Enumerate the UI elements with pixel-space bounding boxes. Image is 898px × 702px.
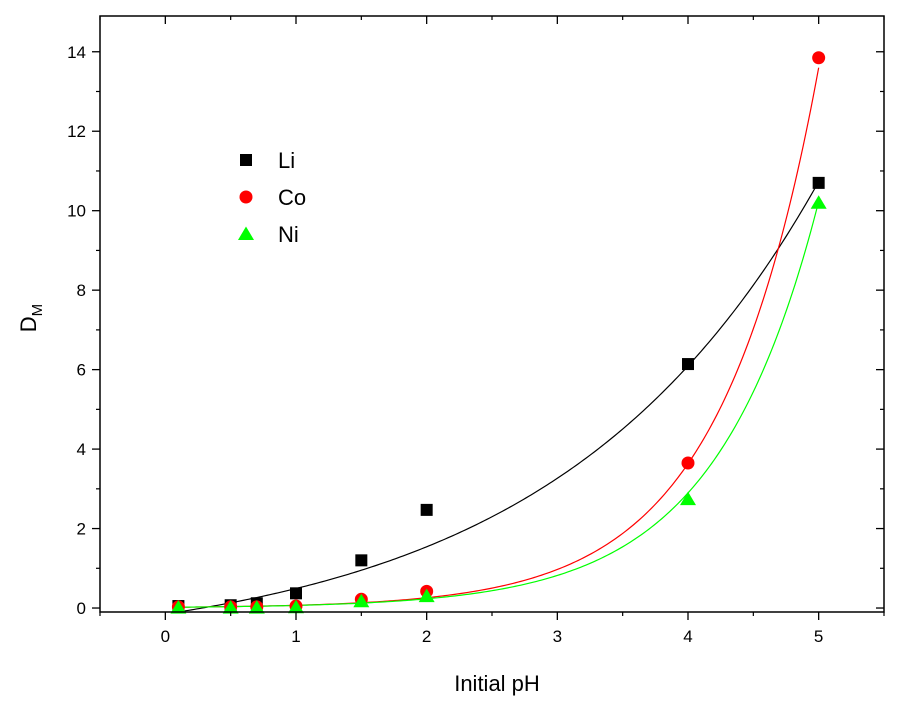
data-point-ni [222,600,239,614]
y-tick-label: 6 [77,361,86,380]
y-tick-label: 8 [77,281,86,300]
x-tick-label: 3 [553,627,562,646]
legend: Li Co Ni [238,148,306,247]
fit-curve-ni [178,201,820,608]
data-point-co [681,456,695,470]
data-point-co [812,51,826,65]
data-point-ni [353,593,370,608]
data-point-ni [680,491,696,506]
y-tick-label: 0 [77,599,86,618]
svg-text:DM: DM [16,304,46,332]
legend-marker-li [240,154,252,166]
legend-label-ni: Ni [278,222,299,247]
fit-curve-li [178,181,820,613]
data-point-ni [418,588,435,603]
data-points [170,51,827,614]
data-point-ni [288,599,304,614]
x-tick-label: 5 [814,627,823,646]
x-tick-label: 4 [683,627,692,646]
y-tick-label: 14 [67,43,86,62]
data-point-li [682,358,694,371]
data-point-li [812,176,825,189]
x-axis-title: Initial pH [454,671,540,696]
legend-label-li: Li [278,148,295,173]
legend-label-co: Co [278,185,306,210]
y-tick-label: 4 [77,440,86,459]
data-point-li [290,587,302,600]
x-tick-label: 2 [422,627,431,646]
data-point-li [355,554,368,567]
data-point-li [420,503,433,516]
y-tick-label: 2 [77,520,86,539]
y-tick-label: 12 [67,122,86,141]
fit-curves [178,67,820,613]
legend-marker-ni [238,226,254,240]
data-point-ni [248,600,265,614]
y-axis-title: DM [16,304,46,332]
axes [92,15,885,620]
y-axis-title-main: D [16,316,41,332]
data-point-ni [170,600,187,614]
x-tick-label: 1 [291,627,300,646]
data-point-ni [810,195,827,209]
y-tick-label: 10 [67,202,86,221]
legend-marker-co [239,190,253,204]
y-axis-title-subscript: M [29,304,46,317]
x-tick-label: 0 [161,627,170,646]
